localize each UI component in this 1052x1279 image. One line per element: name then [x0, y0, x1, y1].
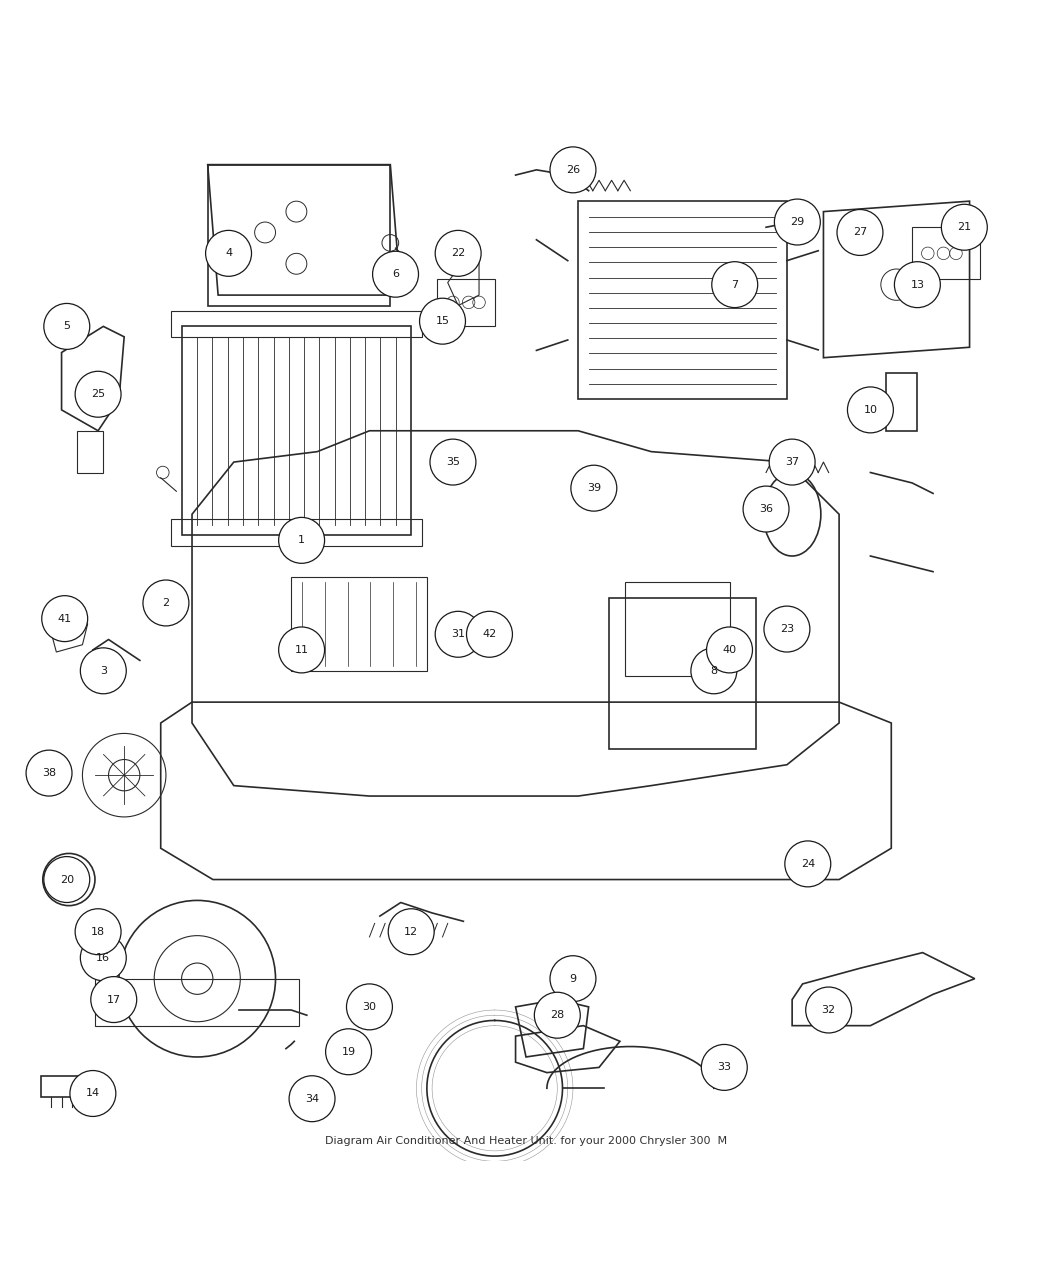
Circle shape: [436, 230, 481, 276]
Text: 38: 38: [42, 769, 56, 778]
Circle shape: [743, 486, 789, 532]
Circle shape: [466, 611, 512, 657]
Circle shape: [75, 909, 121, 954]
Text: 18: 18: [92, 927, 105, 936]
Text: 14: 14: [86, 1088, 100, 1099]
Circle shape: [372, 251, 419, 297]
Text: Diagram Air Conditioner And Heater Unit. for your 2000 Chrysler 300  M: Diagram Air Conditioner And Heater Unit.…: [325, 1136, 727, 1146]
Text: 4: 4: [225, 248, 232, 258]
Bar: [912, 228, 980, 279]
Circle shape: [571, 466, 616, 512]
Text: 39: 39: [587, 483, 601, 494]
Circle shape: [80, 648, 126, 693]
Bar: [96, 978, 299, 1026]
Circle shape: [80, 935, 126, 981]
Bar: [182, 326, 411, 535]
Circle shape: [326, 1028, 371, 1074]
Text: 6: 6: [392, 269, 399, 279]
Circle shape: [90, 977, 137, 1022]
Text: 40: 40: [723, 645, 736, 655]
Text: 27: 27: [853, 228, 867, 238]
Text: 3: 3: [100, 666, 107, 675]
Circle shape: [837, 210, 883, 256]
Circle shape: [894, 262, 940, 308]
Text: 20: 20: [60, 875, 74, 885]
Bar: [171, 519, 422, 546]
Text: 10: 10: [864, 405, 877, 414]
Text: 15: 15: [436, 316, 449, 326]
Text: 23: 23: [780, 624, 794, 634]
Text: 31: 31: [451, 629, 465, 640]
Text: 1: 1: [298, 536, 305, 545]
Circle shape: [289, 1076, 335, 1122]
Text: 13: 13: [910, 280, 925, 289]
Text: 36: 36: [760, 504, 773, 514]
Text: 24: 24: [801, 859, 815, 868]
Text: 28: 28: [550, 1010, 565, 1021]
Circle shape: [806, 987, 852, 1033]
Text: 30: 30: [363, 1001, 377, 1012]
Circle shape: [550, 955, 595, 1001]
Text: 2: 2: [162, 599, 169, 608]
Text: 26: 26: [566, 165, 580, 175]
Text: 22: 22: [451, 248, 465, 258]
Circle shape: [279, 627, 325, 673]
Text: 33: 33: [717, 1063, 731, 1072]
Text: 37: 37: [785, 457, 800, 467]
Circle shape: [75, 371, 121, 417]
Text: 34: 34: [305, 1094, 319, 1104]
Circle shape: [44, 857, 89, 903]
Text: 8: 8: [710, 666, 717, 675]
Circle shape: [942, 205, 987, 251]
Text: 16: 16: [97, 953, 110, 963]
Circle shape: [44, 303, 89, 349]
Text: 12: 12: [404, 927, 419, 936]
Circle shape: [279, 518, 325, 563]
Text: 21: 21: [957, 223, 971, 233]
Circle shape: [26, 749, 72, 796]
Text: 9: 9: [569, 973, 576, 984]
Circle shape: [764, 606, 810, 652]
Circle shape: [534, 993, 581, 1039]
Text: 32: 32: [822, 1005, 835, 1016]
Circle shape: [420, 298, 465, 344]
Circle shape: [691, 648, 736, 693]
Circle shape: [388, 909, 434, 954]
Text: 5: 5: [63, 321, 70, 331]
Circle shape: [707, 627, 752, 673]
Text: 25: 25: [92, 389, 105, 399]
Text: 17: 17: [106, 995, 121, 1004]
Text: 11: 11: [295, 645, 308, 655]
Bar: [171, 311, 422, 336]
Circle shape: [205, 230, 251, 276]
Circle shape: [42, 596, 87, 642]
Text: 42: 42: [483, 629, 497, 640]
Circle shape: [436, 611, 481, 657]
Bar: [579, 201, 787, 399]
Circle shape: [346, 984, 392, 1030]
Circle shape: [769, 439, 815, 485]
Circle shape: [702, 1045, 747, 1091]
Circle shape: [774, 200, 821, 246]
Text: 41: 41: [58, 614, 72, 624]
Circle shape: [143, 579, 189, 625]
Text: 19: 19: [342, 1046, 356, 1056]
Bar: [438, 279, 494, 326]
Bar: [886, 373, 917, 431]
Bar: [207, 165, 390, 306]
Text: 29: 29: [790, 217, 805, 228]
Circle shape: [785, 840, 831, 886]
Circle shape: [69, 1071, 116, 1117]
Circle shape: [430, 439, 476, 485]
Circle shape: [550, 147, 595, 193]
Text: 7: 7: [731, 280, 739, 289]
Circle shape: [712, 262, 757, 308]
Text: 35: 35: [446, 457, 460, 467]
Circle shape: [848, 388, 893, 432]
